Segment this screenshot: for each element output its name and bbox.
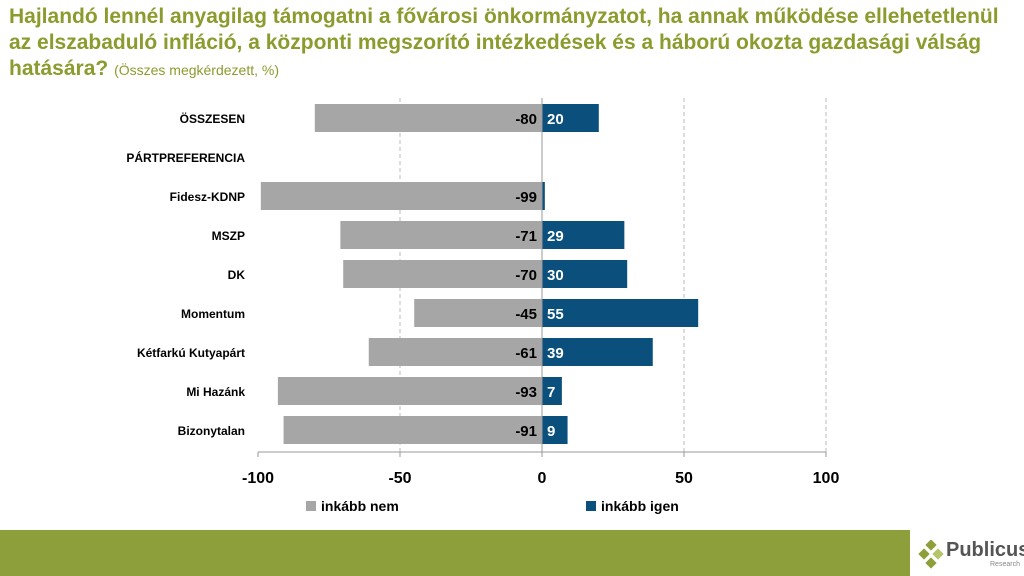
bar-inkabb-nem <box>277 377 542 405</box>
bar-inkabb-igen <box>542 338 653 366</box>
bar-inkabb-igen <box>542 260 628 288</box>
logo-tagline: Research <box>990 561 1020 568</box>
bar-inkabb-igen <box>542 416 568 444</box>
x-tick-label: 100 <box>813 470 840 487</box>
category-label: Momentum <box>181 307 245 321</box>
data-label-nem: -93 <box>515 384 537 401</box>
category-label: ÖSSZESEN <box>180 111 245 126</box>
x-tick-label: -50 <box>388 470 411 487</box>
data-label-igen: 55 <box>547 306 564 323</box>
x-tick-label: -100 <box>242 470 274 487</box>
data-label-nem: -61 <box>515 345 537 362</box>
data-label-igen: 39 <box>547 345 564 362</box>
bar-inkabb-nem <box>343 260 542 288</box>
subtitle: (Összes megkérdezett, %) <box>114 62 279 78</box>
bar-inkabb-igen <box>542 104 599 132</box>
x-tick-label: 0 <box>538 470 547 487</box>
legend-label-igen: inkább igen <box>601 498 679 514</box>
logo-name: Publicus <box>946 539 1024 561</box>
data-label-igen: 20 <box>547 111 564 128</box>
bar-inkabb-nem <box>314 104 542 132</box>
data-label-nem: -91 <box>515 423 537 440</box>
bar-inkabb-igen <box>542 182 545 210</box>
data-label-nem: -45 <box>515 306 537 323</box>
data-label-igen: 29 <box>547 228 564 245</box>
data-label-igen: 9 <box>547 423 555 440</box>
logo-icon <box>918 540 944 569</box>
publicus-logo: Publicus Research <box>918 538 1024 572</box>
bar-inkabb-nem <box>414 299 542 327</box>
footer-band <box>0 530 910 576</box>
chart-title: Hajlandó lennél anyagilag támogatni a fő… <box>9 4 1009 83</box>
category-label: DK <box>228 268 246 282</box>
category-label: Bizonytalan <box>178 424 245 438</box>
bar-inkabb-nem <box>283 416 542 444</box>
bar-inkabb-nem <box>340 221 542 249</box>
bar-inkabb-igen <box>542 221 625 249</box>
bar-inkabb-nem <box>368 338 542 366</box>
chart: -100 -50 0 50 100 ÖSSZESEN -80 20 PÁRTPREFERENCI… <box>126 98 840 514</box>
title-text: Hajlandó lennél anyagilag támogatni a fő… <box>9 5 999 80</box>
category-label: PÁRTPREFERENCIA <box>126 150 245 165</box>
category-label: MSZP <box>212 229 245 243</box>
legend-swatch-igen <box>586 501 596 511</box>
data-label-nem: -99 <box>515 189 537 206</box>
data-label-nem: -71 <box>515 228 537 245</box>
legend-label-nem: inkább nem <box>321 498 399 514</box>
data-label-nem: -70 <box>515 267 537 284</box>
x-tick-label: 50 <box>675 470 693 487</box>
category-label: Kétfarkú Kutyapárt <box>137 346 245 360</box>
data-label-igen: 30 <box>547 267 564 284</box>
category-label: Fidesz-KDNP <box>170 190 245 204</box>
legend-swatch-nem <box>306 501 316 511</box>
data-label-nem: -80 <box>515 111 537 128</box>
category-label: Mi Hazánk <box>186 385 245 399</box>
bar-inkabb-nem <box>260 182 542 210</box>
data-label-igen: 7 <box>547 384 555 401</box>
bar-inkabb-igen <box>542 299 699 327</box>
bar-inkabb-igen <box>542 377 562 405</box>
